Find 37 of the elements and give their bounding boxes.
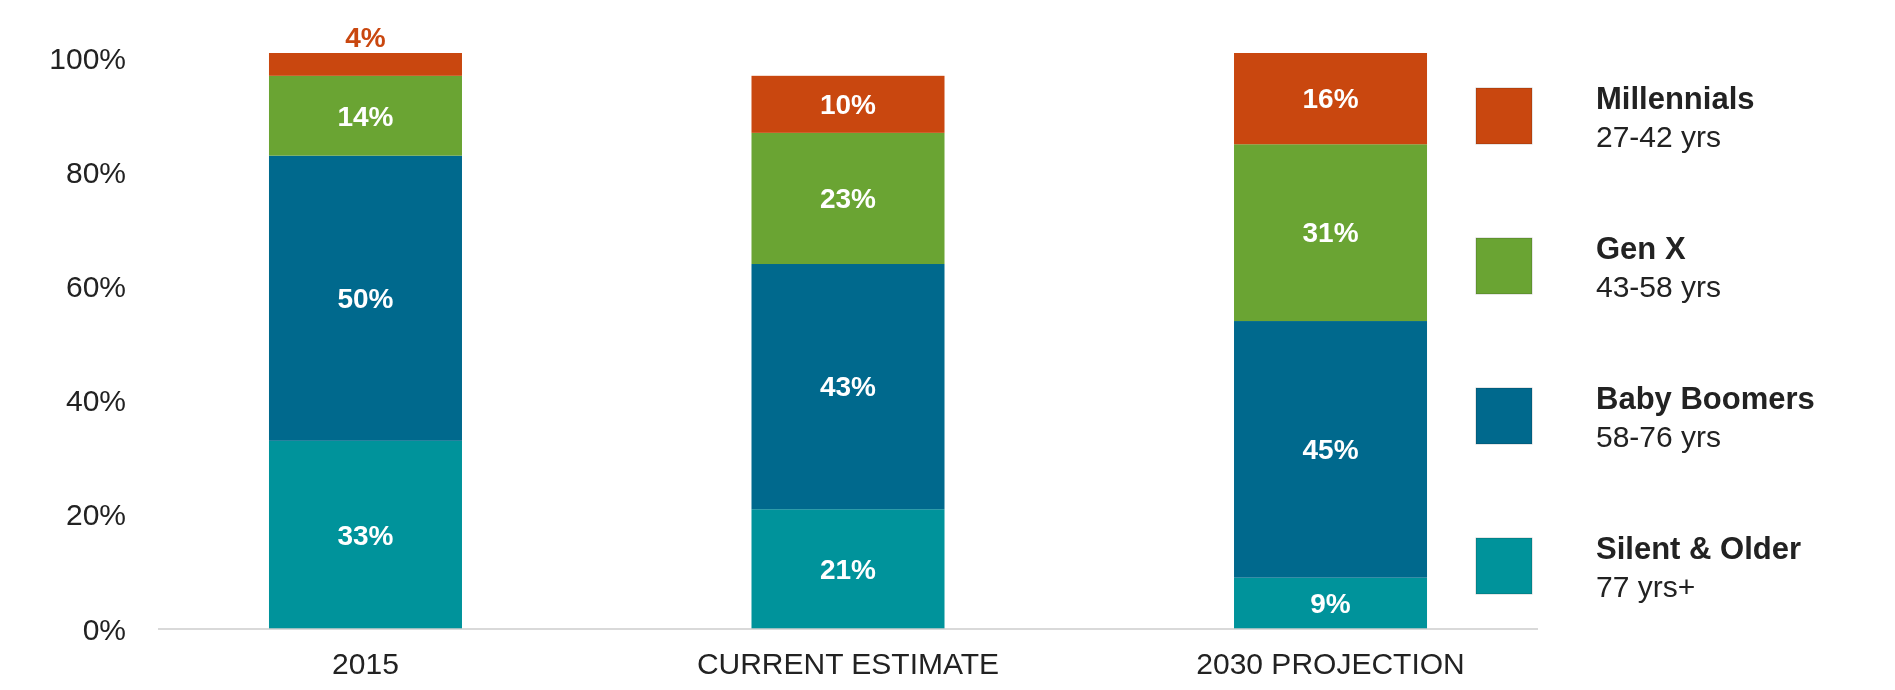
y-tick-label: 100%	[49, 42, 126, 76]
data-label: 21%	[819, 553, 877, 585]
y-tick-label: 80%	[65, 156, 126, 190]
bar	[751, 132, 945, 265]
data-label: 43%	[819, 371, 877, 403]
y-tick-label: 20%	[65, 498, 126, 532]
legend-label: Millennials 27-42 yrs	[1596, 80, 1755, 153]
bar	[268, 53, 462, 76]
legend-label: Baby Boomers 58-76 yrs	[1596, 380, 1815, 453]
x-tick-label: 2030 PROJECTION	[1196, 647, 1465, 680]
data-label: 10%	[819, 89, 877, 121]
legend-label: Gen X 43-58 yrs	[1596, 230, 1722, 303]
bar	[1234, 144, 1428, 322]
bar	[268, 155, 462, 441]
data-label: 16%	[1302, 83, 1359, 115]
y-tick-label: 0%	[82, 612, 126, 646]
x-tick-label: CURRENT ESTIMATE	[696, 647, 1000, 680]
data-label: 23%	[819, 183, 877, 215]
data-label: 33%	[337, 519, 394, 551]
data-label: 4%	[345, 22, 386, 53]
bar	[268, 440, 462, 629]
data-label: 31%	[1302, 217, 1359, 249]
bar	[1234, 577, 1428, 629]
bar	[268, 75, 462, 156]
bar	[1234, 53, 1428, 145]
data-label: 14%	[337, 100, 394, 132]
y-tick-label: 40%	[65, 384, 126, 418]
bar	[751, 264, 945, 510]
legend-label: Silent & Older 77 yrs+	[1596, 530, 1801, 603]
data-label: 9%	[1310, 588, 1351, 620]
data-label: 45%	[1302, 434, 1359, 466]
bar	[751, 75, 945, 133]
bar	[751, 509, 945, 629]
x-tick-label: 2015	[332, 647, 399, 680]
bar	[1234, 321, 1428, 578]
data-label: 50%	[337, 283, 394, 315]
y-tick-label: 60%	[65, 270, 126, 304]
